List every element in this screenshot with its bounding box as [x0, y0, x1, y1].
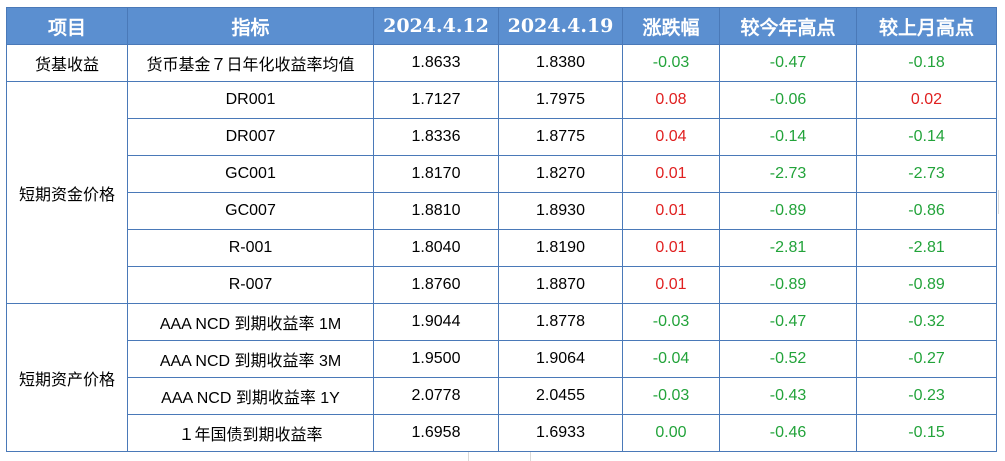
- vs-year-high-cell: -0.89: [719, 266, 857, 304]
- group-label: 短期资金价格: [6, 81, 128, 304]
- table-row: 货基收益 货币基金７日年化收益率均值 1.8633 1.8380 -0.03 -0.47-…: [6, 44, 997, 82]
- grid-remnant: [998, 190, 999, 214]
- change-cell: 0.08: [622, 81, 720, 119]
- value-date1-cell: 1.8633: [373, 44, 499, 82]
- value-date1-cell: 1.9500: [373, 340, 499, 378]
- change-cell: 0.04: [622, 118, 720, 156]
- vs-month-high-cell: -0.32: [856, 303, 997, 341]
- indicator-cell: DR001: [127, 81, 374, 119]
- change-cell: 0.01: [622, 192, 720, 230]
- indicator-cell: GC007: [127, 192, 374, 230]
- vs-year-high-cell: -0.47: [719, 44, 857, 82]
- change-cell: 0.00: [622, 414, 720, 452]
- group-label: 短期资产价格: [6, 303, 128, 452]
- vs-month-high-cell: -0.27: [856, 340, 997, 378]
- header-indicator: 指标: [127, 7, 374, 45]
- header-change: 涨跌幅: [622, 7, 720, 45]
- value-date2-cell: 1.8930: [498, 192, 623, 230]
- value-date2-cell: 1.8775: [498, 118, 623, 156]
- value-date1-cell: 1.9044: [373, 303, 499, 341]
- indicator-cell: 货币基金７日年化收益率均值: [127, 44, 374, 82]
- value-date1-cell: 1.8040: [373, 229, 499, 267]
- vs-year-high-cell: -0.46: [719, 414, 857, 452]
- vs-year-high-cell: -0.52: [719, 340, 857, 378]
- value-date2-cell: 1.7975: [498, 81, 623, 119]
- vs-year-high-cell: -2.81: [719, 229, 857, 267]
- money-market-table: 项目 指标 2024.4.12 2024.4.19 涨跌幅 较今年高点 较上月高…: [6, 7, 997, 452]
- value-date1-cell: 1.8760: [373, 266, 499, 304]
- vs-year-high-cell: -0.89: [719, 192, 857, 230]
- header-vs-year-high: 较今年高点: [719, 7, 857, 45]
- value-date1-cell: 1.8170: [373, 155, 499, 193]
- value-date2-cell: 1.8270: [498, 155, 623, 193]
- indicator-cell: １年国债到期收益率: [127, 414, 374, 452]
- value-date1-cell: 1.8810: [373, 192, 499, 230]
- vs-month-high-cell: -0.86: [856, 192, 997, 230]
- change-cell: -0.03: [622, 303, 720, 341]
- vs-month-high-cell: -0.14: [856, 118, 997, 156]
- vs-year-high-cell: -0.43: [719, 377, 857, 415]
- vs-month-high-cell: -0.23: [856, 377, 997, 415]
- header-item: 项目: [6, 7, 128, 45]
- table-row: AAA NCD 到期收益率 3M 1.9500 1.9064 -0.04 -0.52 -0…: [7, 340, 997, 378]
- table-row: R-001 1.8040 1.8190 0.01 -2.81 -2.81: [7, 229, 997, 267]
- change-cell: -0.04: [622, 340, 720, 378]
- table-row: 短期资金价格 DR001 1.7127 1.7975 0.08 -0.06 0.02: [6, 81, 997, 304]
- indicator-cell: R-001: [127, 229, 374, 267]
- vs-year-high-cell: -2.73: [719, 155, 857, 193]
- value-date2-cell: 1.9064: [498, 340, 623, 378]
- table-row: GC007 1.8810 1.8930 0.01 -0.89 -0.86: [7, 192, 997, 230]
- vs-month-high-cell: -0.89: [856, 266, 997, 304]
- table-row: AAA NCD 到期收益率 1Y 2.0778 2.0455 -0.03 -0.43 -0…: [7, 377, 997, 415]
- indicator-cell: AAA NCD 到期收益率 3M: [127, 340, 374, 378]
- value-date1-cell: 1.7127: [373, 81, 499, 119]
- value-date2-cell: 1.8380: [498, 44, 623, 82]
- indicator-cell: AAA NCD 到期收益率 1M: [127, 303, 374, 341]
- change-cell: -0.03: [622, 44, 720, 82]
- vs-month-high-cell: -0.15: [856, 414, 997, 452]
- header-vs-month-high: 较上月高点: [856, 7, 997, 45]
- vs-month-high-cell: -2.73: [856, 155, 997, 193]
- data-table-wrapper: 项目 指标 2024.4.12 2024.4.19 涨跌幅 较今年高点 较上月高…: [6, 7, 997, 452]
- vs-month-high-cell: 0.02: [856, 81, 997, 119]
- vs-month-high-cell: -0.18: [856, 44, 997, 82]
- header-date2: 2024.4.19: [498, 7, 623, 45]
- table-row: １年国债到期收益率 1.6958 1.6933 0.00 -0.46 -0.15: [7, 414, 997, 452]
- table-row: GC001 1.8170 1.8270 0.01 -2.73 -2.73: [7, 155, 997, 193]
- value-date2-cell: 1.8778: [498, 303, 623, 341]
- indicator-cell: DR007: [127, 118, 374, 156]
- table-row: 短期资产价格 AAA NCD 到期收益率 1M 1.9044 1.8778 -0.03-…: [6, 303, 997, 452]
- vs-year-high-cell: -0.47: [719, 303, 857, 341]
- indicator-cell: R-007: [127, 266, 374, 304]
- indicator-cell: AAA NCD 到期收益率 1Y: [127, 377, 374, 415]
- value-date2-cell: 1.8870: [498, 266, 623, 304]
- vs-year-high-cell: -0.06: [719, 81, 857, 119]
- value-date2-cell: 1.6933: [498, 414, 623, 452]
- grid-remnant: [530, 452, 531, 461]
- table-body: 货基收益 货币基金７日年化收益率均值 1.8633 1.8380 -0.03 -0.47-…: [6, 44, 997, 452]
- table-row: R-007 1.8760 1.8870 0.01 -0.89 -0.89: [7, 266, 997, 304]
- vs-year-high-cell: -0.14: [719, 118, 857, 156]
- header-date1: 2024.4.12: [373, 7, 499, 45]
- grid-remnant: [468, 452, 469, 461]
- change-cell: 0.01: [622, 155, 720, 193]
- value-date1-cell: 1.6958: [373, 414, 499, 452]
- group-label: 货基收益: [6, 44, 128, 82]
- value-date1-cell: 1.8336: [373, 118, 499, 156]
- value-date1-cell: 2.0778: [373, 377, 499, 415]
- change-cell: 0.01: [622, 229, 720, 267]
- vs-month-high-cell: -2.81: [856, 229, 997, 267]
- value-date2-cell: 1.8190: [498, 229, 623, 267]
- value-date2-cell: 2.0455: [498, 377, 623, 415]
- change-cell: 0.01: [622, 266, 720, 304]
- change-cell: -0.03: [622, 377, 720, 415]
- table-row: DR007 1.8336 1.8775 0.04 -0.14 -0.14: [7, 118, 997, 156]
- header-row: 项目 指标 2024.4.12 2024.4.19 涨跌幅 较今年高点 较上月高…: [6, 7, 997, 45]
- indicator-cell: GC001: [127, 155, 374, 193]
